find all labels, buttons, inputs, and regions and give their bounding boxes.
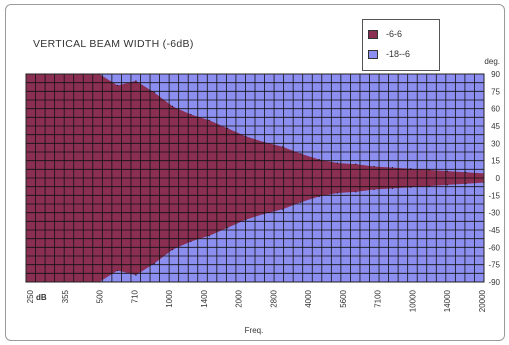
x-tick-label: 4000: [304, 289, 313, 307]
boundary-point-lower: [391, 187, 393, 189]
x-tick-label: 1400: [200, 289, 209, 307]
x-tick-label: 500: [96, 289, 105, 303]
x-axis-label: Freq.: [245, 326, 264, 335]
boundary-point-upper: [226, 127, 229, 129]
y-tick-label: -75: [488, 261, 500, 270]
x-tick-label: 10000: [408, 289, 417, 312]
boundary-point-upper: [391, 167, 393, 169]
boundary-point-upper: [190, 113, 192, 116]
y-tick-label: -90: [488, 278, 500, 287]
boundary-point-lower: [318, 195, 320, 198]
y-tick-label: -45: [488, 226, 500, 235]
boundary-point-upper: [135, 80, 137, 82]
y-tick-label: 30: [491, 139, 500, 148]
x-tick-label: 2800: [269, 289, 278, 307]
plot-border: [25, 73, 485, 283]
boundary-point-upper: [336, 162, 339, 164]
boundary-point-lower: [336, 192, 339, 194]
y-tick-label: -30: [488, 209, 500, 218]
boundary-point-upper: [465, 171, 467, 173]
boundary-point-lower: [465, 183, 467, 185]
y-tick-label: 0: [496, 174, 501, 183]
boundary-point-lower: [208, 235, 210, 237]
boundary-point-lower: [281, 208, 284, 210]
y-tick-label: 45: [491, 122, 500, 131]
boundary-point-lower: [153, 262, 155, 265]
boundary-point-upper: [117, 84, 119, 87]
legend-label-inner: -6-6: [386, 29, 403, 39]
boundary-point-lower: [300, 201, 302, 203]
legend-label-outer: -18--6: [386, 49, 411, 59]
x-tick-label: 355: [61, 289, 70, 303]
x-tick-label: 2000: [235, 289, 244, 307]
boundary-point-upper: [318, 158, 320, 161]
legend-swatch-inner: [368, 29, 378, 39]
boundary-point-upper: [171, 105, 174, 107]
boundary-point-lower: [446, 184, 448, 186]
boundary-point-lower: [190, 240, 192, 243]
boundary-point-lower: [355, 191, 357, 193]
x-tick-label: 1000: [165, 289, 174, 307]
boundary-point-upper: [281, 146, 284, 148]
x-tick-label: 5600: [339, 289, 348, 307]
y-tick-label: 60: [491, 105, 500, 114]
y-tick-label: -15: [488, 191, 500, 200]
legend: -6-6 -18--6: [362, 19, 440, 71]
boundary-point-upper: [300, 153, 302, 155]
boundary-point-upper: [208, 119, 210, 121]
x-tick-label: 250: [26, 289, 35, 303]
boundary-point-upper: [153, 91, 155, 94]
chart-title: VERTICAL BEAM WIDTH (-6dB): [33, 38, 194, 50]
boundary-point-lower: [226, 227, 229, 229]
boundary-point-lower: [171, 249, 174, 251]
boundary-point-upper: [355, 163, 357, 165]
boundary-point-upper: [446, 170, 448, 172]
boundary-point-upper: [373, 165, 375, 168]
x-tick-label: 710: [130, 289, 139, 303]
boundary-point-lower: [373, 188, 375, 191]
y-tick-label: 90: [491, 70, 500, 79]
x-tick-label: 20000: [478, 289, 487, 312]
x-tick-label: 14000: [443, 289, 452, 312]
legend-item-outer: -18--6: [368, 47, 410, 61]
legend-swatch-outer: [368, 49, 378, 59]
y-axis-label: deg.: [484, 57, 500, 66]
x-unit-label: dB: [36, 293, 47, 302]
boundary-point-lower: [135, 274, 137, 276]
y-tick-label: -60: [488, 243, 500, 252]
legend-item-inner: -6-6: [368, 27, 402, 41]
y-tick-label: 75: [491, 87, 500, 96]
y-tick-label: 15: [491, 157, 500, 166]
x-tick-label: 7100: [374, 289, 383, 307]
boundary-point-lower: [117, 269, 119, 272]
